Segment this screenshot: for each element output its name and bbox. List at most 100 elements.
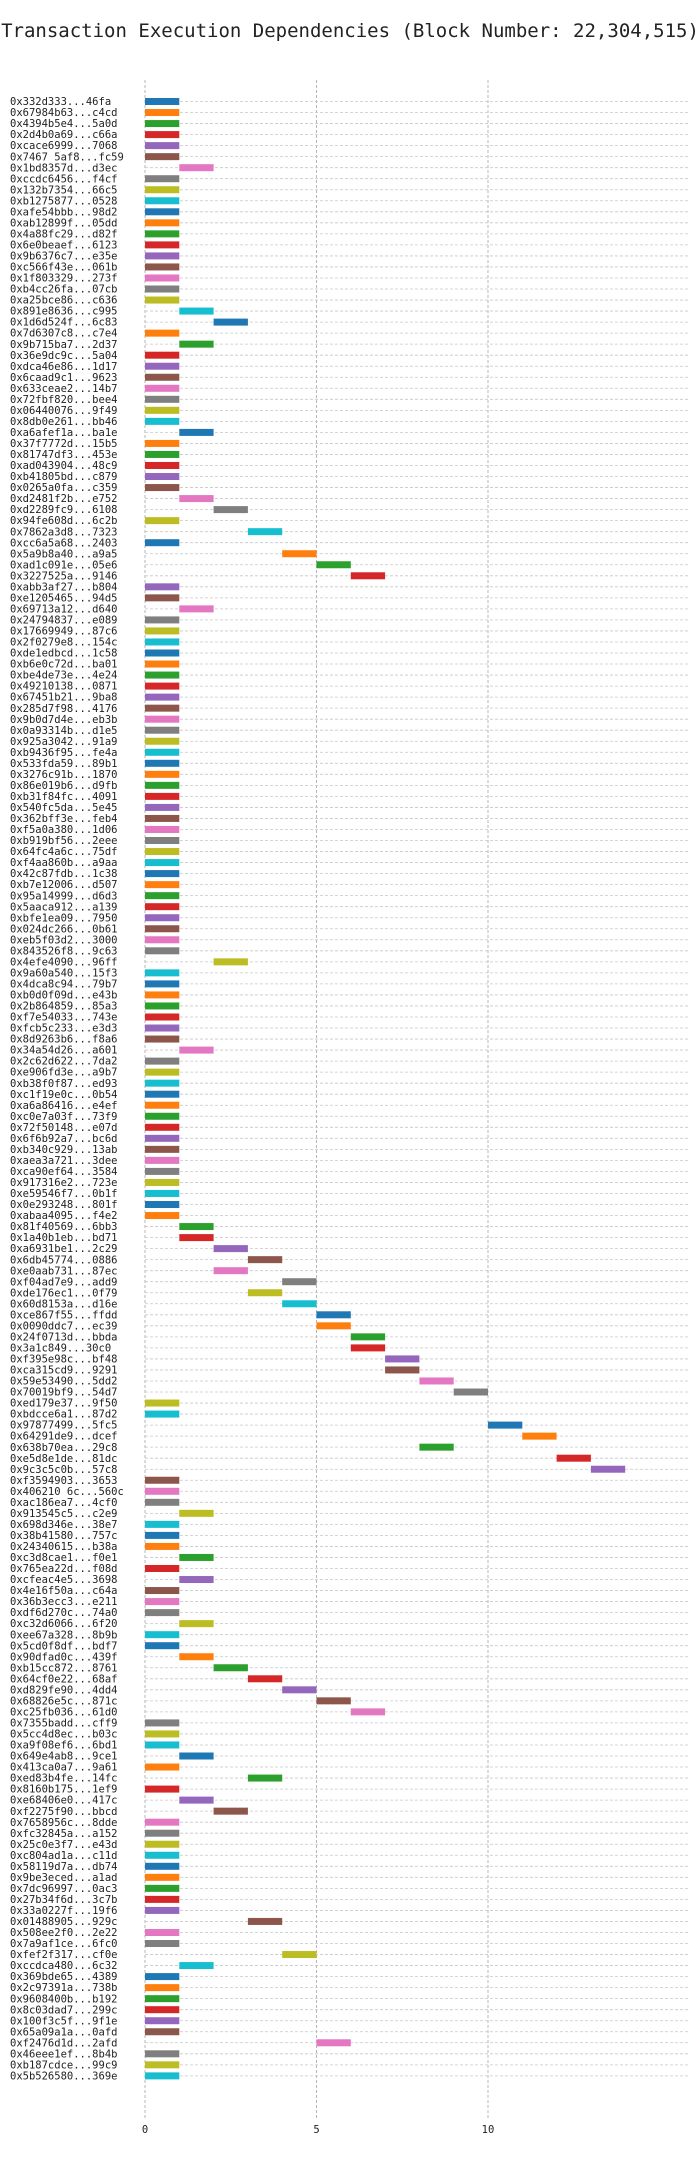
y-tick-label: 0x0a93314b...d1e5 (10, 725, 117, 737)
tx-bar (145, 1873, 180, 1881)
tx-bar (145, 903, 180, 911)
y-tick-label: 0xa9f08ef6...6bd1 (10, 1740, 117, 1752)
tx-bar (145, 2006, 180, 2014)
tx-bar (145, 881, 180, 889)
tx-bar (145, 484, 180, 492)
tx-bar (145, 1741, 180, 1749)
y-tick-label: 0x60d8153a...d16e (10, 1298, 117, 1310)
tx-bar (179, 1796, 214, 1804)
y-tick-label: 0x27b34f6d...3c7b (10, 1894, 117, 1906)
tx-bar (145, 406, 180, 414)
y-tick-label: 0x3a1c849...30c0 (10, 1342, 111, 1354)
tx-bar (145, 1862, 180, 1870)
y-tick-label: 0xb41805bd...c879 (10, 471, 117, 483)
tx-bar (145, 759, 180, 767)
y-tick-label: 0x7862a3d8...7323 (10, 526, 117, 538)
y-tick-label: 0xc566f43e...061b (10, 262, 117, 274)
tx-bar (145, 417, 180, 425)
y-tick-label: 0x70019bf9...54d7 (10, 1387, 117, 1399)
tx-bar (145, 1101, 180, 1109)
tx-bar (145, 1895, 180, 1903)
tx-bar (145, 263, 180, 271)
tx-bar (145, 2028, 180, 2036)
tx-bar (213, 958, 248, 966)
x-tick-label: 0 (142, 2124, 148, 2136)
y-tick-label: 0xe906fd3e...a9b7 (10, 1067, 117, 1079)
y-tick-label: 0x913545c5...c2e9 (10, 1508, 117, 1520)
tx-bar (179, 1752, 214, 1760)
tx-bar (488, 1421, 523, 1429)
tx-bar (145, 583, 180, 591)
y-tick-label: 0x36b3ecc3...e211 (10, 1596, 117, 1608)
y-tick-label: 0xc1f19e0c...0b54 (10, 1089, 117, 1101)
tx-bar (145, 671, 180, 679)
tx-bar (145, 914, 180, 922)
tx-bar (145, 517, 180, 525)
y-tick-label: 0x917316e2...723e (10, 1177, 117, 1189)
y-tick-label: 0xeb5f03d2...3000 (10, 934, 117, 946)
y-tick-label: 0x59e53490...5dd2 (10, 1376, 117, 1388)
tx-bar (350, 1333, 386, 1341)
y-tick-label: 0x8d9263b6...f8a6 (10, 1034, 117, 1046)
tx-bar (145, 439, 180, 447)
y-tick-label: 0x406210 6c...560c (10, 1486, 124, 1498)
y-tick-label: 0x72f50148...e07d (10, 1122, 117, 1134)
tx-bar (350, 572, 386, 580)
y-tick-label: 0x8c03dad7...299c (10, 2004, 117, 2016)
y-tick-label: 0x67984b63...c4cd (10, 107, 117, 119)
tx-bar (145, 230, 180, 238)
tx-bar (145, 1145, 180, 1153)
tx-bar (145, 1851, 180, 1859)
y-tick-label: 0x0090ddc7...ec39 (10, 1320, 117, 1332)
tx-bar (419, 1377, 454, 1385)
y-tick-label: 0x2c97391a...738b (10, 1982, 117, 1994)
y-tick-label: 0xb1275877...0528 (10, 195, 117, 207)
tx-bar (145, 682, 180, 690)
y-tick-label: 0x6caad9c1...9623 (10, 372, 117, 384)
tx-bar (590, 1465, 626, 1473)
tx-bar (145, 1212, 180, 1220)
y-tick-label: 0x25c0e3f7...e43d (10, 1839, 117, 1851)
tx-bar (145, 395, 180, 403)
tx-bar (145, 2072, 180, 2080)
y-tick-label: 0x285d7f98...4176 (10, 703, 117, 715)
tx-bar (145, 837, 180, 845)
y-tick-label: 0xe5d8e1de...81dc (10, 1453, 117, 1465)
tx-bar (145, 1598, 180, 1606)
y-tick-label: 0x891e8636...c995 (10, 306, 117, 318)
y-tick-label: 0xf2476d1d...2afd (10, 2037, 117, 2049)
tx-bar (145, 1587, 180, 1595)
tx-bar (145, 737, 180, 745)
y-tick-label: 0x5aaca912...a139 (10, 901, 117, 913)
y-tick-label: 0x49210138...0871 (10, 681, 117, 693)
y-tick-label: 0xb15cc872...8761 (10, 1662, 117, 1674)
tx-bar (179, 340, 214, 348)
tx-bar (145, 1410, 180, 1418)
tx-bar (145, 1973, 180, 1981)
y-tick-label: 0x94fe608d...6c2b (10, 515, 117, 527)
tx-bar (145, 2050, 180, 2058)
tx-bar (145, 748, 180, 756)
y-tick-label: 0x58119d7a...db74 (10, 1861, 117, 1873)
tx-bar (213, 1664, 248, 1672)
tx-bar (145, 539, 180, 547)
tx-bar (145, 1542, 180, 1550)
y-tick-label: 0xca315cd9...9291 (10, 1365, 117, 1377)
tx-bar (145, 1156, 180, 1164)
tx-bar (145, 969, 180, 977)
y-tick-label: 0xb38f0f87...ed93 (10, 1078, 117, 1090)
y-tick-label: 0xc25fb036...61d0 (10, 1706, 117, 1718)
tx-bar (145, 1013, 180, 1021)
y-tick-label: 0x843526f8...9c63 (10, 945, 117, 957)
y-tick-label: 0x67451b21...9ba8 (10, 692, 117, 704)
y-tick-label: 0x9c3c5c0b...57c8 (10, 1464, 117, 1476)
y-tick-label: 0xab12899f...05dd (10, 217, 117, 229)
y-tick-label: 0xc3d8cae1...f0e1 (10, 1552, 117, 1564)
y-tick-label: 0x69713a12...d640 (10, 603, 117, 615)
tx-bar (145, 1829, 180, 1837)
y-tick-label: 0xf4aa860b...a9aa (10, 857, 117, 869)
y-tick-label: 0x5a9b8a40...a9a5 (10, 548, 117, 560)
y-tick-label: 0xc32d6066...6f20 (10, 1618, 117, 1630)
y-tick-label: 0xa6afef1a...ba1e (10, 427, 117, 439)
y-tick-label: 0x540fc5da...5e45 (10, 802, 117, 814)
